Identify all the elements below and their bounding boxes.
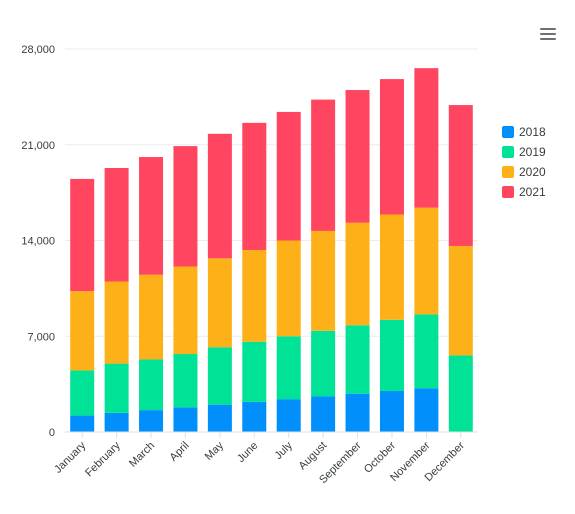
bar-segment-2020[interactable]	[207, 258, 232, 348]
bar-segment-2019[interactable]	[139, 359, 164, 411]
bar-segment-2018[interactable]	[242, 401, 267, 432]
x-tick-label: June	[235, 440, 260, 465]
legend: 2018 2019 2020 2021	[502, 122, 546, 202]
bar-segment-2018[interactable]	[207, 404, 232, 432]
bar-segment-2018[interactable]	[276, 399, 301, 432]
legend-marker	[502, 186, 514, 198]
bar-segment-2018[interactable]	[414, 388, 439, 432]
y-tick-label: 14,000	[21, 236, 55, 248]
legend-label: 2020	[519, 165, 546, 179]
bar-segment-2018[interactable]	[139, 410, 164, 432]
bar-segment-2019[interactable]	[311, 330, 336, 397]
x-tick-label: May	[203, 439, 227, 463]
bar-segment-2019[interactable]	[414, 314, 439, 389]
legend-item[interactable]: 2020	[502, 162, 546, 182]
bar-segment-2019[interactable]	[276, 336, 301, 400]
bar-segment-2019[interactable]	[379, 319, 404, 391]
bar-segment-2020[interactable]	[311, 230, 336, 331]
bar-segment-2020[interactable]	[345, 222, 370, 326]
bars	[70, 68, 473, 432]
bar-segment-2021[interactable]	[311, 99, 336, 231]
legend-marker	[502, 166, 514, 178]
bar-segment-2018[interactable]	[345, 393, 370, 432]
bar-segment-2020[interactable]	[276, 240, 301, 337]
legend-item[interactable]: 2021	[502, 182, 546, 202]
bar-segment-2020[interactable]	[448, 245, 473, 356]
y-tick-label: 0	[49, 427, 55, 439]
bar-segment-2020[interactable]	[104, 281, 129, 364]
bar-segment-2021[interactable]	[345, 90, 370, 223]
bar-segment-2021[interactable]	[70, 178, 95, 292]
x-tick-label: April	[168, 440, 192, 464]
x-tick-label: March	[127, 440, 157, 470]
bar-segment-2021[interactable]	[379, 79, 404, 215]
y-tick-label: 21,000	[21, 140, 55, 152]
bar-segment-2020[interactable]	[379, 214, 404, 320]
bar-segment-2020[interactable]	[414, 207, 439, 315]
bar-segment-2018[interactable]	[104, 412, 129, 432]
bar-segment-2021[interactable]	[414, 68, 439, 208]
x-tick-label: July	[273, 439, 296, 462]
bar-segment-2021[interactable]	[173, 146, 198, 267]
legend-marker	[502, 126, 514, 138]
bar-segment-2019[interactable]	[242, 341, 267, 402]
bar-segment-2021[interactable]	[448, 105, 473, 246]
bar-segment-2019[interactable]	[70, 370, 95, 416]
bar-segment-2019[interactable]	[345, 325, 370, 394]
bar-segment-2018[interactable]	[173, 407, 198, 432]
legend-marker	[502, 146, 514, 158]
bar-segment-2021[interactable]	[242, 122, 267, 251]
legend-item[interactable]: 2018	[502, 122, 546, 142]
bar-segment-2019[interactable]	[104, 363, 129, 413]
bar-segment-2020[interactable]	[139, 274, 164, 360]
legend-item[interactable]: 2019	[502, 142, 546, 162]
hamburger-menu-icon[interactable]	[536, 24, 560, 44]
y-tick-label: 28,000	[21, 44, 55, 56]
bar-segment-2018[interactable]	[70, 415, 95, 432]
legend-label: 2019	[519, 145, 546, 159]
bar-segment-2021[interactable]	[139, 157, 164, 275]
bar-segment-2019[interactable]	[448, 355, 473, 432]
bar-segment-2018[interactable]	[379, 390, 404, 432]
bar-segment-2018[interactable]	[311, 396, 336, 432]
bar-segment-2019[interactable]	[207, 347, 232, 405]
legend-label: 2018	[519, 125, 546, 139]
bar-segment-2021[interactable]	[276, 111, 301, 241]
bar-segment-2020[interactable]	[70, 291, 95, 371]
y-axis: 0 7,000 14,000 21,000 28,000	[21, 44, 55, 439]
legend-label: 2021	[519, 185, 546, 199]
x-tick-label: February	[83, 439, 123, 479]
y-tick-label: 7,000	[27, 331, 55, 343]
bar-segment-2020[interactable]	[242, 250, 267, 342]
bar-segment-2019[interactable]	[173, 354, 198, 408]
x-tick-label: August	[297, 440, 330, 473]
bar-segment-2020[interactable]	[173, 266, 198, 355]
bar-segment-2021[interactable]	[104, 168, 129, 282]
bar-segment-2021[interactable]	[207, 133, 232, 259]
